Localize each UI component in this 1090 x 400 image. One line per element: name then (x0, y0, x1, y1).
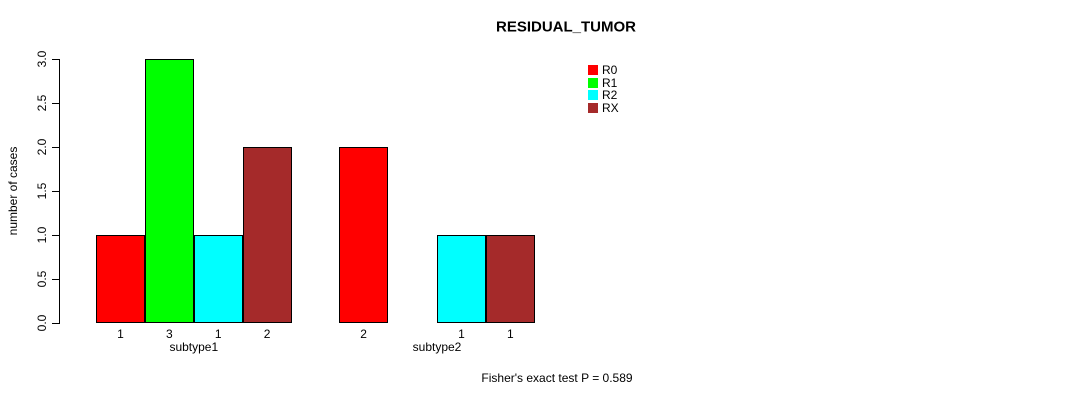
y-axis-tick (52, 323, 59, 324)
bar-R0-subtype1 (96, 235, 145, 323)
y-axis-tick (52, 191, 59, 192)
bar-value-label: 1 (458, 327, 465, 341)
y-axis-line (59, 59, 60, 324)
y-axis-tick-label: 1.5 (35, 182, 49, 200)
bar-value-label: 1 (117, 327, 124, 341)
bar-value-label: 2 (360, 327, 367, 341)
bar-R2-subtype2 (437, 235, 486, 323)
chart-title: RESIDUAL_TUMOR (495, 18, 637, 36)
bar-R2-subtype1 (193, 235, 243, 323)
y-axis-tick (52, 235, 59, 236)
y-axis-tick (52, 147, 59, 148)
legend-swatch-R2 (588, 90, 598, 101)
y-axis-tick-label: 0.0 (35, 314, 49, 332)
y-axis-label: number of cases (6, 146, 20, 236)
legend-label-R2: R2 (602, 88, 618, 103)
bar-value-label: 1 (214, 327, 222, 341)
fisher-test-annotation: Fisher's exact test P = 0.589 (481, 371, 633, 385)
bar-RX-subtype2 (485, 235, 535, 323)
x-category-label-subtype2: subtype2 (412, 340, 462, 354)
bar-R1-subtype1 (144, 59, 194, 323)
legend-swatch-R0 (588, 65, 598, 75)
legend-label-RX: RX (602, 101, 619, 116)
bar-value-label: 3 (166, 327, 173, 341)
legend-swatch-R1 (588, 77, 598, 88)
y-axis-tick-label: 0.5 (35, 270, 49, 288)
legend-swatch-RX (588, 103, 598, 114)
y-axis-tick-label: 2.5 (35, 94, 49, 112)
bar-value-label: 1 (507, 327, 514, 341)
y-axis-tick (52, 59, 59, 60)
bar-RX-subtype1 (242, 147, 292, 323)
bar-R0-subtype2 (339, 147, 389, 323)
x-category-label-subtype1: subtype1 (169, 340, 219, 354)
bar-value-label: 2 (263, 327, 271, 341)
y-axis-tick-label: 2.0 (35, 138, 49, 156)
y-axis-tick (52, 279, 59, 280)
legend-label-R1: R1 (602, 75, 618, 90)
legend-label-R0: R0 (602, 63, 618, 77)
y-axis-tick-label: 3.0 (35, 50, 49, 68)
y-axis-tick (52, 103, 59, 104)
y-axis-tick-label: 1.0 (35, 226, 49, 244)
